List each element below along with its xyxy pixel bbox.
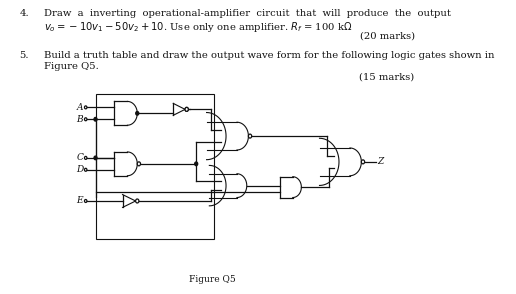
Text: Draw  a  inverting  operational-amplifier  circuit  that  will  produce  the  ou: Draw a inverting operational-amplifier c… (44, 9, 451, 18)
Text: E: E (76, 196, 83, 206)
Circle shape (185, 107, 188, 111)
Text: A: A (77, 103, 83, 112)
Circle shape (85, 156, 87, 159)
Circle shape (85, 106, 87, 109)
Circle shape (85, 200, 87, 203)
Circle shape (136, 111, 139, 115)
Circle shape (361, 160, 365, 164)
Text: C: C (76, 153, 83, 162)
Text: (20 marks): (20 marks) (360, 31, 415, 40)
Text: Figure Q5: Figure Q5 (189, 275, 236, 284)
Circle shape (137, 162, 140, 166)
Circle shape (94, 118, 97, 121)
Text: $v_o = -10v_1 - 50v_2 + 10$. Use only one amplifier. $R_f$ = 100 k$\Omega$: $v_o = -10v_1 - 50v_2 + 10$. Use only on… (44, 20, 352, 34)
Bar (95, 93, 214, 239)
Circle shape (195, 162, 198, 166)
Circle shape (85, 168, 87, 171)
Circle shape (85, 118, 87, 121)
Text: Build a truth table and draw the output wave form for the following logic gates : Build a truth table and draw the output … (44, 51, 494, 60)
Circle shape (136, 199, 139, 203)
Circle shape (94, 156, 97, 160)
Text: (15 marks): (15 marks) (360, 73, 415, 82)
Text: 4.: 4. (20, 9, 29, 18)
Circle shape (185, 107, 188, 111)
Circle shape (248, 134, 252, 138)
Text: Z: Z (378, 157, 384, 166)
Text: B: B (76, 115, 83, 124)
Text: Figure Q5.: Figure Q5. (44, 62, 99, 71)
Text: D: D (76, 165, 83, 174)
Text: 5.: 5. (20, 51, 29, 60)
